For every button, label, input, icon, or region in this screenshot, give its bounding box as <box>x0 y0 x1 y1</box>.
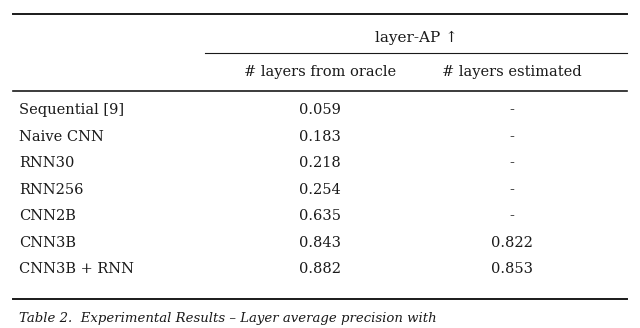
Text: -: - <box>509 156 515 170</box>
Text: 0.635: 0.635 <box>299 209 341 223</box>
Text: 0.853: 0.853 <box>491 262 533 277</box>
Text: 0.882: 0.882 <box>299 262 341 277</box>
Text: 0.183: 0.183 <box>299 130 341 144</box>
Text: -: - <box>509 103 515 117</box>
Text: RNN256: RNN256 <box>19 183 84 197</box>
Text: Naive CNN: Naive CNN <box>19 130 104 144</box>
Text: CNN2B: CNN2B <box>19 209 76 223</box>
Text: -: - <box>509 209 515 223</box>
Text: -: - <box>509 183 515 197</box>
Text: CNN3B + RNN: CNN3B + RNN <box>19 262 134 277</box>
Text: 0.254: 0.254 <box>299 183 341 197</box>
Text: 0.218: 0.218 <box>299 156 341 170</box>
Text: 0.059: 0.059 <box>299 103 341 117</box>
Text: CNN3B: CNN3B <box>19 236 76 250</box>
Text: # layers from oracle: # layers from oracle <box>244 65 396 79</box>
Text: 0.843: 0.843 <box>299 236 341 250</box>
Text: layer-AP ↑: layer-AP ↑ <box>374 31 458 45</box>
Text: # layers estimated: # layers estimated <box>442 65 582 79</box>
Text: 0.822: 0.822 <box>491 236 533 250</box>
Text: Table 2.  Experimental Results – Layer average precision with: Table 2. Experimental Results – Layer av… <box>19 312 437 325</box>
Text: -: - <box>509 130 515 144</box>
Text: RNN30: RNN30 <box>19 156 75 170</box>
Text: Sequential [9]: Sequential [9] <box>19 103 124 117</box>
